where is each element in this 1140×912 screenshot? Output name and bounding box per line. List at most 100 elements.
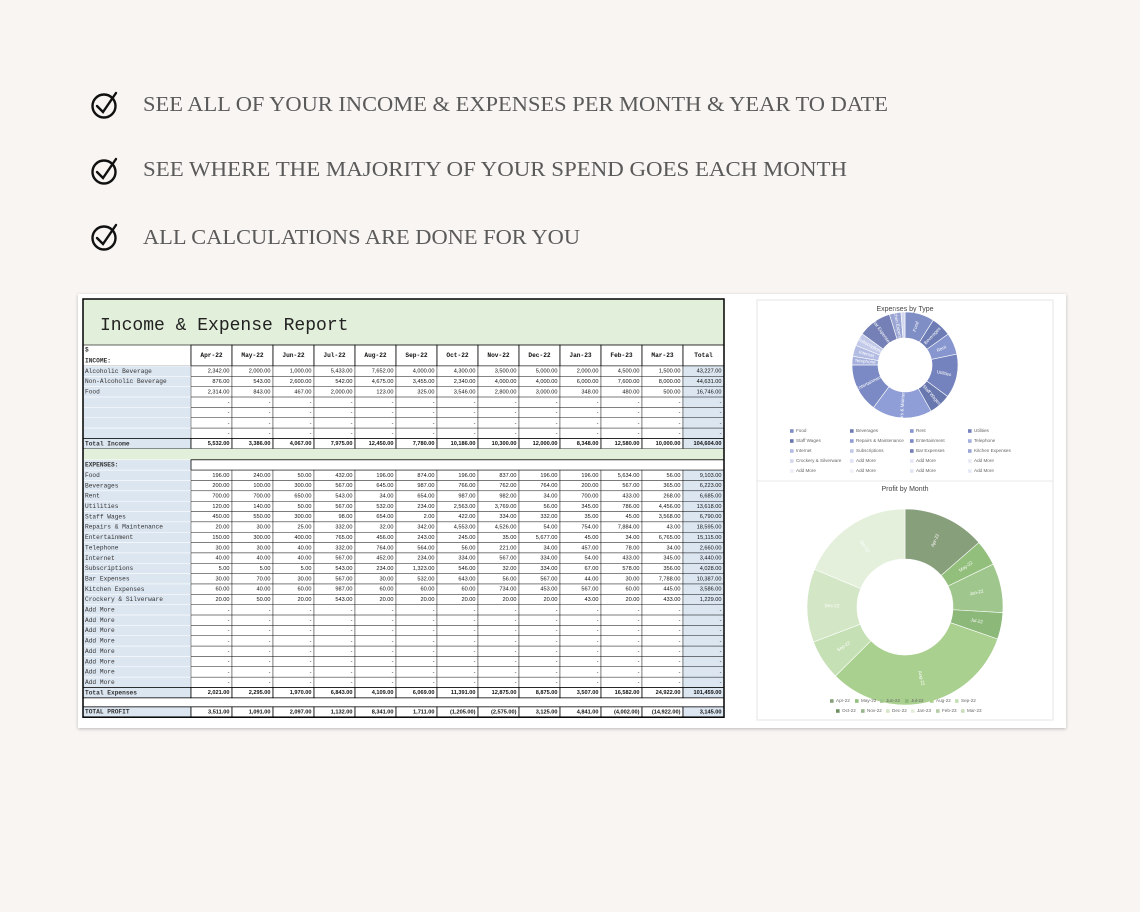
cell-value: 987.00 (458, 494, 475, 500)
cell-value: 196.00 (458, 473, 475, 479)
cell-value: 3,568.00 (659, 514, 681, 520)
cell-value: - (515, 420, 517, 426)
cell (600, 604, 643, 616)
cell-value: 332.00 (540, 514, 557, 520)
cell-value: - (228, 400, 230, 406)
cell (190, 656, 233, 668)
cell-value: 567.00 (540, 576, 557, 582)
cell (190, 417, 233, 429)
cell-value: - (310, 420, 312, 426)
cell (354, 666, 397, 678)
cell-value: - (474, 420, 476, 426)
cell (395, 645, 438, 657)
legend-label: Bar Expenses (916, 448, 945, 453)
cell-value: 4,109.00 (372, 690, 394, 696)
cell-value: - (679, 431, 681, 437)
cell-value: 234.00 (376, 566, 393, 572)
legend-swatch (850, 429, 854, 433)
cell (190, 396, 233, 408)
legend-label: Aug-22 (936, 698, 951, 703)
slice-label: Internet (858, 349, 875, 358)
cell (477, 604, 520, 616)
cell (477, 407, 520, 418)
cell (190, 427, 233, 439)
cell-value: - (433, 431, 435, 437)
cell-value: 20.00 (380, 597, 394, 603)
cell (641, 614, 684, 626)
cell (395, 407, 438, 418)
cell-value: 567.00 (335, 483, 352, 489)
cell-value: - (556, 618, 558, 624)
cell-value: - (597, 420, 599, 426)
cell-value: - (515, 410, 517, 416)
cell-value: 874.00 (417, 473, 434, 479)
cell-value: 5.00 (260, 566, 271, 572)
cell (231, 656, 274, 668)
cell-value: 700.00 (581, 494, 598, 500)
cell-value: - (433, 618, 435, 624)
cell-value: - (269, 400, 271, 406)
cell-value: 4,028.00 (700, 566, 722, 572)
legend-label: May-22 (861, 698, 877, 703)
cell-value: 12,580.00 (615, 441, 640, 447)
cell-value: - (638, 607, 640, 613)
cell-value: 467.00 (294, 389, 311, 395)
cell-value: 654.00 (417, 494, 434, 500)
cell-value: - (269, 607, 271, 613)
cell-value: - (310, 410, 312, 416)
cell-value: 45.00 (626, 514, 640, 520)
cell-value: 40.00 (298, 556, 312, 562)
cell-value: (4,002.00) (614, 710, 640, 716)
cell-value: 2,600.00 (290, 379, 312, 385)
cell-value: 25.00 (298, 525, 312, 531)
cell-value: 3,546.00 (454, 389, 476, 395)
cell-value: - (228, 420, 230, 426)
row-name-cell (82, 407, 192, 418)
cell-value: 4,675.00 (372, 379, 394, 385)
cell (518, 645, 561, 657)
cell-value: 567.00 (581, 587, 598, 593)
cell-value: 243.00 (417, 535, 434, 541)
cell-value: 196.00 (212, 473, 229, 479)
cell (600, 407, 643, 418)
cell-value: - (638, 618, 640, 624)
row-label: TOTAL PROFIT (85, 709, 130, 716)
cell-value: - (228, 410, 230, 416)
cell-value: - (597, 649, 599, 655)
cell-value: 5,532.00 (208, 441, 230, 447)
cell (518, 407, 561, 418)
cell (518, 396, 561, 408)
bullet-text: SEE ALL OF YOUR INCOME & EXPENSES PER MO… (143, 92, 888, 116)
cell-value: 300.00 (294, 483, 311, 489)
cell-value: - (351, 410, 353, 416)
cell-value: - (638, 410, 640, 416)
cell (272, 396, 315, 408)
cell-value: 20.00 (544, 597, 558, 603)
cell-value: 56.00 (503, 576, 517, 582)
cell-value: 578.00 (622, 566, 639, 572)
cell (559, 645, 602, 657)
cell-value: - (679, 607, 681, 613)
cell-value: 433.00 (663, 597, 680, 603)
legend-label: Repairs & Maintenance (856, 438, 904, 443)
cell-value: 50.00 (298, 473, 312, 479)
cell-value: - (679, 410, 681, 416)
cell-value: - (556, 649, 558, 655)
cell-value: - (310, 649, 312, 655)
cell (641, 417, 684, 429)
cell-value: 240.00 (253, 473, 270, 479)
cell-value: - (269, 410, 271, 416)
cell-value: - (474, 431, 476, 437)
cell-value: 4,526.00 (495, 525, 517, 531)
legend-swatch (861, 709, 865, 713)
cell (641, 427, 684, 439)
legend-label: Dec-22 (892, 708, 907, 713)
cell-value: 20.00 (421, 597, 435, 603)
cell-value: 654.00 (376, 514, 393, 520)
cell-value: 334.00 (540, 556, 557, 562)
cell-value: 5.00 (219, 566, 230, 572)
pie-slice (835, 622, 999, 706)
row-label: Food (85, 389, 100, 396)
cell-value: 400.00 (294, 535, 311, 541)
cell-value: - (720, 618, 722, 624)
